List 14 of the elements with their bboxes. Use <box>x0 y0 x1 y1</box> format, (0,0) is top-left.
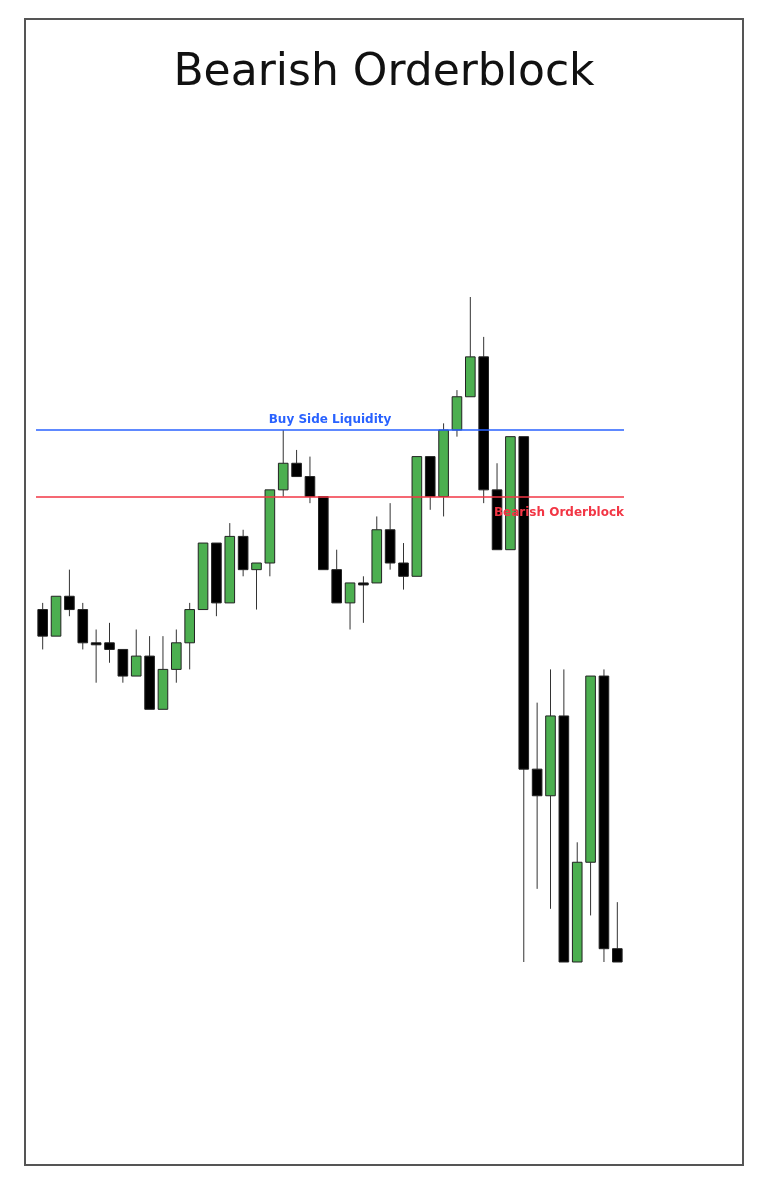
candlestick <box>304 456 316 504</box>
candlestick <box>104 622 115 664</box>
candlestick <box>545 668 556 910</box>
chart-title: Bearish Orderblock <box>173 43 596 95</box>
candlestick <box>531 702 543 890</box>
candlestick <box>451 389 463 438</box>
candlestick <box>598 668 610 963</box>
candlestick <box>90 629 102 684</box>
ref-line-label: Bearish Orderblock <box>493 504 626 519</box>
candlestick <box>237 529 249 577</box>
candlestick <box>384 502 396 571</box>
candlestick <box>171 629 182 684</box>
candlestick <box>398 542 409 591</box>
ref-line-label: Buy Side Liquidity <box>268 412 392 426</box>
